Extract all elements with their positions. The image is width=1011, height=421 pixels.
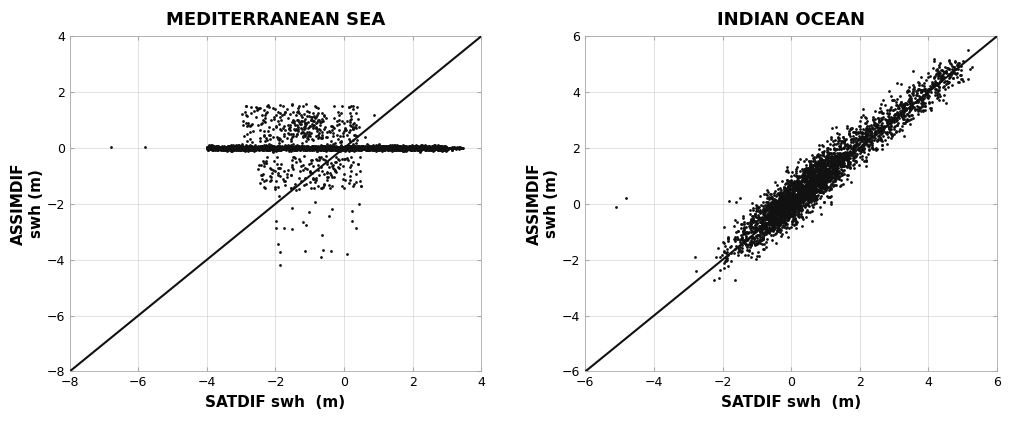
X-axis label: SATDIF swh  (m): SATDIF swh (m) — [205, 395, 345, 410]
Title: MEDITERRANEAN SEA: MEDITERRANEAN SEA — [166, 11, 385, 29]
Y-axis label: ASSIMDIF
swh (m): ASSIMDIF swh (m) — [527, 163, 559, 245]
Title: INDIAN OCEAN: INDIAN OCEAN — [717, 11, 864, 29]
X-axis label: SATDIF swh  (m): SATDIF swh (m) — [721, 395, 860, 410]
Y-axis label: ASSIMDIF
swh (m): ASSIMDIF swh (m) — [11, 163, 43, 245]
